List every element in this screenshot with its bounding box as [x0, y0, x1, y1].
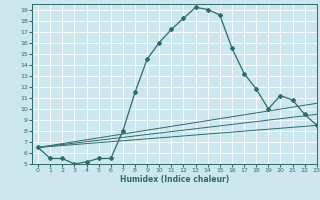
- X-axis label: Humidex (Indice chaleur): Humidex (Indice chaleur): [120, 175, 229, 184]
